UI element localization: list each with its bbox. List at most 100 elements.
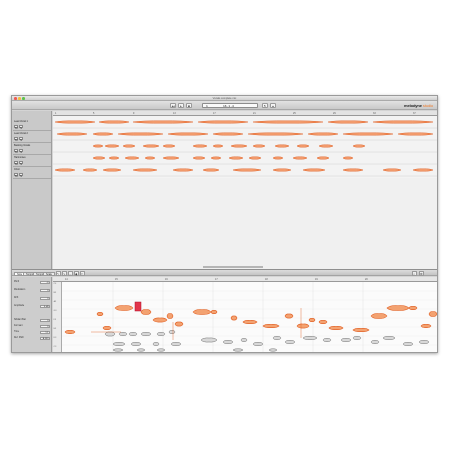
mute-button[interactable]: M bbox=[14, 160, 18, 166]
track-note-blob[interactable] bbox=[212, 132, 244, 136]
track-note-blob[interactable] bbox=[162, 156, 180, 160]
track-note-blob[interactable] bbox=[210, 156, 222, 160]
inactive-note-blob[interactable] bbox=[418, 340, 430, 344]
track-note-blob[interactable] bbox=[342, 156, 354, 160]
solo-button[interactable]: S bbox=[19, 172, 23, 178]
note-blob[interactable] bbox=[152, 317, 168, 323]
track-note-blob[interactable] bbox=[372, 120, 434, 124]
track-note-blob[interactable] bbox=[232, 168, 262, 172]
inactive-note-blob[interactable] bbox=[118, 332, 128, 336]
note-blob[interactable] bbox=[352, 328, 370, 332]
track-note-blob[interactable] bbox=[342, 168, 364, 172]
solo-button[interactable]: S bbox=[19, 160, 23, 166]
track-note-blob[interactable] bbox=[98, 120, 130, 124]
note-canvas[interactable]: C4 B3 A3 G3 F3 E3 D3 C3 bbox=[53, 282, 437, 352]
inspector-value[interactable]: 0 bbox=[40, 319, 50, 323]
track-note-blob[interactable] bbox=[228, 156, 244, 160]
track-note-blob[interactable] bbox=[82, 168, 98, 172]
inactive-note-blob[interactable] bbox=[200, 337, 218, 343]
solo-button[interactable]: S bbox=[19, 136, 23, 142]
inactive-note-blob[interactable] bbox=[104, 331, 116, 337]
note-blob[interactable] bbox=[174, 321, 184, 327]
inactive-note-blob[interactable] bbox=[112, 342, 126, 346]
inspector-value[interactable]: 0 bbox=[40, 289, 50, 293]
track-note-blob[interactable] bbox=[252, 120, 324, 124]
track-note-blob[interactable] bbox=[132, 120, 194, 124]
track-note-blob[interactable] bbox=[272, 168, 292, 172]
note-blob[interactable] bbox=[230, 315, 238, 321]
inactive-note-blob[interactable] bbox=[240, 338, 248, 342]
note-blob[interactable] bbox=[96, 312, 104, 316]
inactive-note-blob[interactable] bbox=[130, 342, 142, 346]
track-note-blob[interactable] bbox=[54, 120, 96, 124]
pitch-tool[interactable]: ∿ bbox=[62, 271, 67, 276]
note-blob[interactable] bbox=[166, 313, 174, 319]
inactive-note-blob[interactable] bbox=[136, 348, 146, 352]
rewind-button[interactable]: ◂◂ bbox=[170, 103, 176, 108]
mute-button[interactable]: M bbox=[14, 136, 18, 142]
mute-button[interactable]: M bbox=[14, 124, 18, 130]
track-note-blob[interactable] bbox=[117, 132, 164, 136]
track-note-blob[interactable] bbox=[192, 144, 208, 148]
inactive-note-blob[interactable] bbox=[402, 342, 414, 346]
track-note-blob[interactable] bbox=[327, 120, 369, 124]
inspector-value[interactable]: 0 dB bbox=[40, 305, 50, 309]
track-note-blob[interactable] bbox=[144, 156, 156, 160]
inactive-note-blob[interactable] bbox=[170, 342, 182, 346]
loop-button[interactable]: ↻ bbox=[262, 103, 268, 108]
track-note-blob[interactable] bbox=[318, 144, 334, 148]
inactive-note-blob[interactable] bbox=[222, 340, 234, 344]
note-blob[interactable] bbox=[192, 309, 212, 315]
inspector-value[interactable]: A 440 bbox=[40, 337, 50, 341]
solo-button[interactable]: S bbox=[19, 124, 23, 130]
track-note-blob[interactable] bbox=[102, 168, 122, 172]
zoom-window-button[interactable] bbox=[22, 97, 25, 100]
note-blob[interactable] bbox=[64, 330, 76, 334]
inactive-note-blob[interactable] bbox=[232, 348, 244, 352]
note-blob[interactable] bbox=[114, 305, 134, 311]
track-note-blob[interactable] bbox=[307, 132, 339, 136]
inactive-note-blob[interactable] bbox=[370, 340, 380, 344]
inactive-note-blob[interactable] bbox=[340, 338, 352, 342]
horizontal-scrollbar[interactable] bbox=[203, 266, 263, 268]
track-note-blob[interactable] bbox=[54, 168, 76, 172]
mute-button[interactable]: M bbox=[14, 172, 18, 178]
note-blob[interactable] bbox=[262, 324, 280, 328]
inactive-note-blob[interactable] bbox=[168, 330, 176, 334]
track-note-blob[interactable] bbox=[124, 156, 140, 160]
solo-button[interactable]: S bbox=[19, 148, 23, 154]
editor-ruler[interactable]: 14 15 16 17 18 19 20 bbox=[53, 277, 437, 282]
track-note-blob[interactable] bbox=[122, 144, 136, 148]
settings-tool[interactable]: ⚙ bbox=[419, 271, 424, 276]
note-blob[interactable] bbox=[408, 306, 418, 310]
play-button[interactable]: ▸ bbox=[178, 103, 184, 108]
main-tool[interactable]: ↖ bbox=[56, 271, 61, 276]
track-note-blob[interactable] bbox=[252, 144, 266, 148]
note-blob[interactable] bbox=[284, 313, 294, 319]
inspector-value[interactable]: 0 bbox=[40, 325, 50, 329]
track-note-blob[interactable] bbox=[412, 168, 434, 172]
inactive-note-blob[interactable] bbox=[322, 338, 332, 342]
track-note-blob[interactable] bbox=[202, 168, 220, 172]
note-blob[interactable] bbox=[242, 320, 258, 324]
inactive-note-blob[interactable] bbox=[128, 332, 138, 336]
stop-button[interactable]: ■ bbox=[186, 103, 192, 108]
inactive-note-blob[interactable] bbox=[284, 340, 296, 344]
minimize-window-button[interactable] bbox=[18, 97, 21, 100]
track-note-blob[interactable] bbox=[230, 144, 248, 148]
track-note-blob[interactable] bbox=[142, 144, 160, 148]
separation-tool[interactable]: ✂ bbox=[80, 271, 85, 276]
track-note-blob[interactable] bbox=[167, 132, 209, 136]
track-note-blob[interactable] bbox=[302, 168, 326, 172]
mute-button[interactable]: M bbox=[14, 148, 18, 154]
inactive-note-blob[interactable] bbox=[156, 332, 166, 336]
track-note-blob[interactable] bbox=[92, 132, 114, 136]
position-display[interactable]: 1 16.1.4 bbox=[202, 103, 258, 108]
arrange-ruler[interactable]: 1 5 9 13 17 21 25 29 33 37 bbox=[53, 111, 437, 116]
note-blob[interactable] bbox=[102, 326, 112, 330]
note-blob[interactable] bbox=[428, 311, 437, 317]
